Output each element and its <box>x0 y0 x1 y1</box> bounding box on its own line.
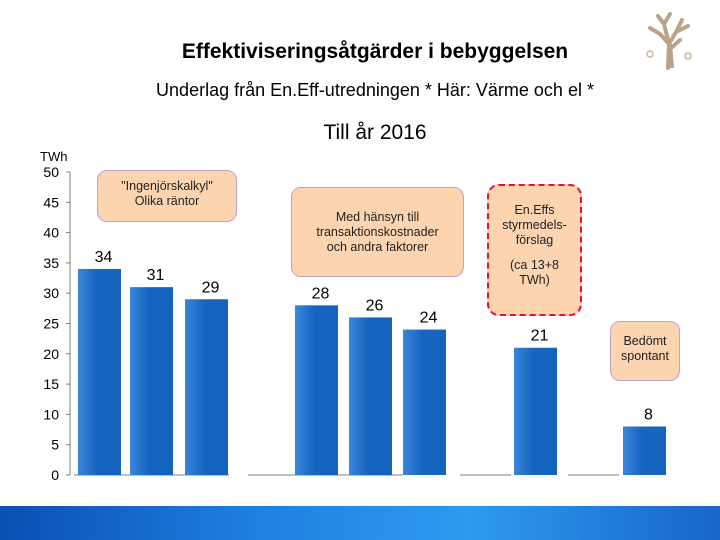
bar-data-label: 8 <box>644 407 653 424</box>
bar <box>185 299 228 475</box>
y-tick-label: 10 <box>43 406 59 422</box>
bar <box>130 287 173 475</box>
y-tick-label: 45 <box>43 194 59 210</box>
callout-line: TWh) <box>519 273 550 287</box>
y-tick-label: 0 <box>51 467 59 483</box>
callout-line: Bedömt <box>623 334 667 348</box>
bar-data-label: 29 <box>202 279 220 296</box>
bar-data-label: 31 <box>147 267 165 284</box>
callout-line: styrmedels- <box>502 218 567 232</box>
callout-engineering-estimate: "Ingenjörskalkyl" Olika räntor <box>97 170 237 222</box>
y-tick-label: 50 <box>43 164 59 180</box>
callout-line: "Ingenjörskalkyl" <box>121 179 213 193</box>
y-tick-label: 30 <box>43 285 59 301</box>
slide-subtitle: Underlag från En.Eff-utredningen * Här: … <box>156 80 594 100</box>
callout-spontaneous: Bedömt spontant <box>610 321 680 381</box>
callout-line: En.Effs <box>514 203 555 217</box>
bar-data-label: 26 <box>366 297 384 314</box>
bar <box>349 317 392 475</box>
callout-line: transaktionskostnader <box>316 225 439 239</box>
slide-title: Effektiviseringsåtgärder i bebyggelsen <box>181 40 569 63</box>
y-axis-label: TWh <box>40 149 67 164</box>
bar <box>403 329 446 475</box>
callout-line: Med hänsyn till <box>335 210 420 224</box>
y-tick-label: 5 <box>51 437 59 453</box>
bar <box>514 347 557 475</box>
bar <box>78 268 121 475</box>
footer-bar <box>0 506 720 540</box>
tree-logo-icon <box>646 12 692 70</box>
callout-line: Olika räntor <box>134 194 200 208</box>
callout-line: (ca 13+8 <box>510 258 559 272</box>
chart-period-title: Till år 2016 <box>323 121 427 144</box>
bar <box>295 305 338 475</box>
y-tick-label: 35 <box>43 255 59 271</box>
bar-data-label: 21 <box>531 328 549 345</box>
y-tick-label: 25 <box>43 316 59 332</box>
bar-data-label: 34 <box>95 249 113 266</box>
callout-line: förslag <box>515 233 554 247</box>
bar-data-label: 24 <box>420 310 438 327</box>
bar <box>623 426 666 475</box>
callout-transaction-costs: Med hänsyn till transaktionskostnader oc… <box>291 187 464 277</box>
callout-line: och andra faktorer <box>326 240 429 254</box>
callout-eneff-proposal: En.Effs styrmedels- förslag (ca 13+8 TWh… <box>487 184 582 316</box>
bar-data-label: 28 <box>312 285 330 302</box>
y-tick-label: 40 <box>43 225 59 241</box>
y-tick-label: 15 <box>43 376 59 392</box>
y-tick-label: 20 <box>43 346 59 362</box>
callout-line: spontant <box>621 349 669 363</box>
